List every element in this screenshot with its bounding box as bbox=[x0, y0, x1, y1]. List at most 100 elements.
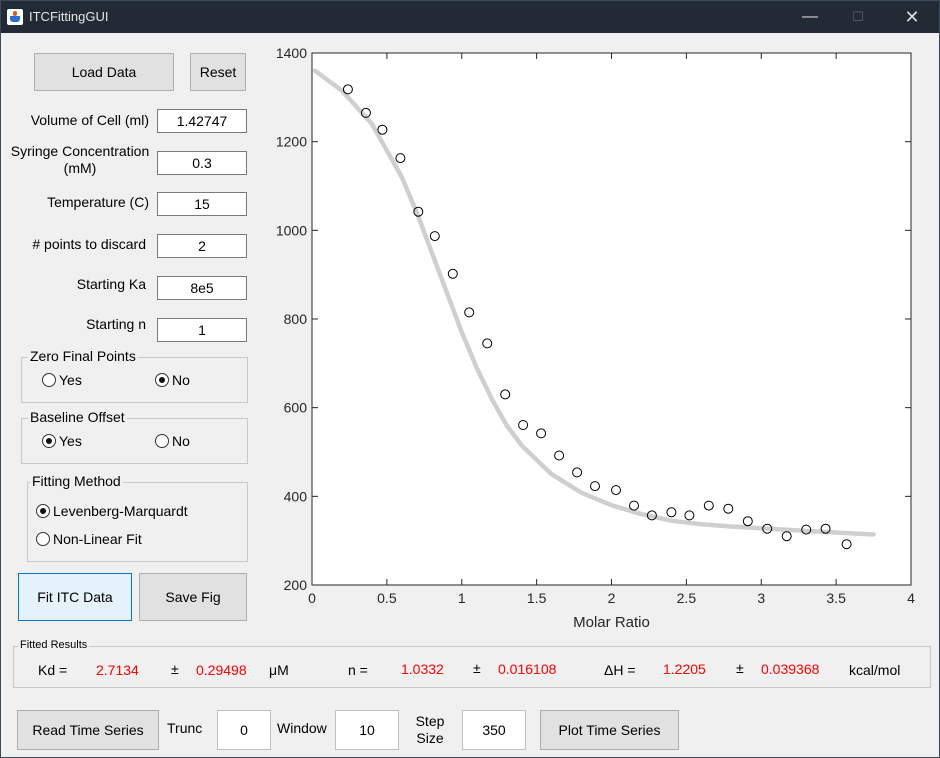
dh-label: ΔH = bbox=[604, 662, 636, 678]
zero-final-yes-radio[interactable]: Yes bbox=[42, 372, 82, 388]
plot-time-series-button[interactable]: Plot Time Series bbox=[540, 710, 679, 750]
discard-label: # points to discard bbox=[32, 236, 146, 252]
kd-unit: μM bbox=[269, 662, 289, 678]
volume-field[interactable]: 1.42747 bbox=[157, 109, 247, 133]
fitting-nl-radio[interactable]: Non-Linear Fit bbox=[36, 531, 142, 547]
data-point bbox=[360, 107, 371, 118]
trunc-field[interactable]: 0 bbox=[217, 710, 271, 750]
x-tick-label: 3 bbox=[757, 590, 765, 606]
n-plusminus: ± bbox=[473, 660, 481, 676]
volume-label: Volume of Cell (ml) bbox=[30, 112, 149, 128]
syringe-label: Syringe Concentration (mM) bbox=[10, 143, 150, 176]
data-point bbox=[536, 428, 547, 439]
fitting-nl-label: Non-Linear Fit bbox=[53, 531, 142, 547]
fitting-method-title: Fitting Method bbox=[30, 473, 123, 489]
minimize-icon[interactable]: — bbox=[802, 8, 818, 25]
radio-selected-icon bbox=[42, 434, 56, 448]
java-app-icon bbox=[7, 9, 23, 25]
load-data-button[interactable]: Load Data bbox=[34, 53, 174, 91]
fitted-results-title: Fitted Results bbox=[18, 639, 90, 651]
data-point bbox=[590, 481, 600, 492]
window-field[interactable]: 10 bbox=[335, 710, 399, 750]
dh-value: 1.2205 bbox=[663, 661, 706, 677]
fit-curve bbox=[312, 68, 876, 537]
data-point bbox=[482, 338, 493, 349]
data-point bbox=[684, 510, 695, 521]
y-tick-label: 1200 bbox=[276, 134, 307, 150]
dh-plusminus: ± bbox=[736, 660, 744, 676]
zero-final-no-label: No bbox=[172, 372, 190, 388]
n-error: 0.016108 bbox=[498, 661, 557, 677]
kd-label: Kd = bbox=[38, 662, 68, 678]
data-point bbox=[611, 485, 621, 496]
data-point bbox=[377, 124, 388, 135]
temperature-field[interactable]: 15 bbox=[157, 192, 247, 216]
fitting-method-group: Fitting Method Levenberg-Marquardt Non-L… bbox=[27, 473, 248, 562]
x-tick-label: 1.5 bbox=[527, 590, 547, 606]
baseline-no-radio[interactable]: No bbox=[155, 433, 190, 449]
fitting-lm-radio[interactable]: Levenberg-Marquardt bbox=[36, 503, 188, 519]
x-axis-label: Molar Ratio bbox=[573, 614, 650, 631]
zero-final-points-title: Zero Final Points bbox=[28, 348, 138, 364]
x-tick-label: 1 bbox=[458, 590, 466, 606]
dh-error: 0.039368 bbox=[761, 661, 820, 677]
data-point bbox=[518, 420, 529, 430]
data-point bbox=[629, 500, 639, 511]
baseline-no-label: No bbox=[172, 433, 190, 449]
kd-error: 0.29498 bbox=[196, 662, 247, 678]
data-point bbox=[464, 307, 475, 318]
data-point bbox=[742, 516, 753, 527]
title-bar: ITCFittingGUI — ☐ ✕ bbox=[1, 1, 939, 33]
kd-value: 2.7134 bbox=[96, 662, 139, 678]
y-tick-label: 400 bbox=[284, 488, 308, 504]
close-icon[interactable]: ✕ bbox=[904, 7, 920, 27]
x-tick-label: 0 bbox=[308, 590, 316, 606]
fitted-results-group: Fitted Results Kd = 2.7134 ± 0.29498 μM … bbox=[13, 639, 931, 688]
data-point bbox=[554, 450, 565, 461]
trunc-label: Trunc bbox=[167, 720, 203, 736]
baseline-offset-group: Baseline Offset Yes No bbox=[21, 409, 248, 464]
y-tick-label: 200 bbox=[284, 577, 308, 593]
dh-unit: kcal/mol bbox=[849, 662, 901, 678]
data-point bbox=[447, 268, 458, 279]
data-point bbox=[572, 467, 583, 478]
data-point bbox=[342, 84, 353, 95]
data-point bbox=[666, 507, 677, 518]
data-point bbox=[841, 539, 852, 550]
zero-final-points-group: Zero Final Points Yes No bbox=[21, 348, 248, 403]
y-tick-label: 800 bbox=[284, 311, 308, 327]
zero-final-yes-label: Yes bbox=[59, 372, 82, 388]
x-tick-label: 4 bbox=[907, 590, 915, 606]
window-title: ITCFittingGUI bbox=[29, 9, 109, 24]
radio-selected-icon bbox=[36, 504, 50, 518]
y-tick-label: 1000 bbox=[276, 222, 307, 238]
data-point bbox=[762, 523, 773, 534]
x-tick-label: 3.5 bbox=[826, 590, 846, 606]
step-size-field[interactable]: 350 bbox=[462, 710, 526, 750]
x-tick-label: 0.5 bbox=[377, 590, 397, 606]
baseline-yes-radio[interactable]: Yes bbox=[42, 433, 82, 449]
radio-selected-icon bbox=[155, 373, 169, 387]
data-point bbox=[395, 153, 406, 164]
radio-unselected-icon bbox=[42, 373, 56, 387]
temperature-label: Temperature (C) bbox=[47, 194, 149, 210]
save-fig-button[interactable]: Save Fig bbox=[139, 573, 247, 621]
data-point bbox=[703, 500, 714, 511]
starting-ka-field[interactable]: 8e5 bbox=[157, 276, 247, 300]
starting-n-field[interactable]: 1 bbox=[157, 318, 247, 342]
baseline-offset-title: Baseline Offset bbox=[28, 409, 127, 425]
kd-plusminus: ± bbox=[171, 661, 179, 677]
reset-button[interactable]: Reset bbox=[190, 53, 246, 91]
x-tick-label: 2.5 bbox=[677, 590, 697, 606]
syringe-field[interactable]: 0.3 bbox=[157, 151, 247, 175]
n-value: 1.0332 bbox=[401, 661, 444, 677]
fit-itc-data-button[interactable]: Fit ITC Data bbox=[18, 573, 132, 621]
read-time-series-button[interactable]: Read Time Series bbox=[17, 710, 159, 750]
discard-field[interactable]: 2 bbox=[157, 234, 247, 258]
zero-final-no-radio[interactable]: No bbox=[155, 372, 190, 388]
window-label: Window bbox=[277, 720, 327, 736]
data-point bbox=[781, 531, 792, 542]
itc-plot: 0 0.5 1 1.5 2 2.5 3 3.5 4 200 400 600 800 1000 1200 140… bbox=[276, 45, 915, 631]
maximize-icon[interactable]: ☐ bbox=[852, 9, 864, 24]
